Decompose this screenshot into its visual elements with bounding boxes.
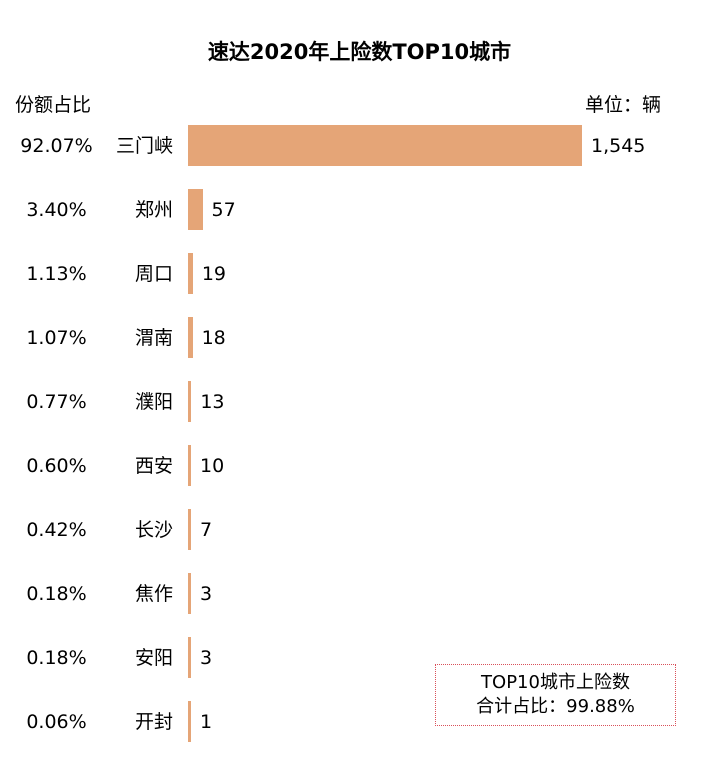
summary-note-line1: TOP10城市上险数 — [481, 672, 630, 693]
share-label: 1.07% — [26, 326, 87, 349]
value-label: 3 — [200, 582, 213, 605]
share-label: 0.18% — [26, 646, 87, 669]
value-label: 57 — [211, 198, 236, 221]
bar — [188, 637, 191, 678]
share-label: 0.06% — [26, 710, 87, 733]
value-label: 19 — [201, 262, 227, 285]
unit-label: 单位：辆 — [584, 94, 661, 116]
bar — [188, 381, 192, 422]
bar — [188, 253, 193, 294]
value-label: 10 — [200, 454, 225, 477]
bar — [188, 189, 203, 230]
value-label: 7 — [200, 518, 213, 541]
category-label: 安阳 — [134, 646, 173, 669]
category-label: 开封 — [134, 710, 173, 733]
bar — [188, 445, 191, 486]
bar — [188, 509, 191, 550]
share-header: 份额占比 — [15, 94, 92, 116]
value-label: 13 — [200, 390, 225, 413]
category-label: 郑州 — [134, 198, 173, 221]
category-label: 焦作 — [134, 582, 173, 605]
bar — [188, 573, 191, 614]
value-label: 18 — [201, 326, 226, 349]
bar — [188, 317, 193, 358]
category-label: 渭南 — [134, 326, 173, 349]
share-label: 0.18% — [26, 582, 87, 605]
summary-note: TOP10城市上险数 合计占比：99.88% — [435, 664, 676, 726]
share-label: 0.42% — [26, 518, 87, 541]
share-label: 3.40% — [26, 198, 87, 221]
share-label: 1.13% — [26, 262, 87, 285]
bar — [188, 125, 582, 166]
value-label: 3 — [200, 646, 213, 669]
category-label: 西安 — [134, 454, 173, 477]
category-label: 濮阳 — [134, 390, 173, 413]
category-label: 周口 — [134, 262, 173, 285]
chart-title: 速达2020年上险数TOP10城市 — [207, 40, 512, 64]
category-label: 三门峡 — [115, 134, 173, 157]
share-label: 0.60% — [26, 454, 87, 477]
share-label: 92.07% — [20, 134, 93, 157]
bar — [188, 701, 191, 742]
value-label: 1 — [200, 710, 213, 733]
category-label: 长沙 — [134, 518, 173, 541]
summary-note-line2: 合计占比：99.88% — [476, 696, 635, 717]
value-label: 1,545 — [591, 134, 646, 157]
share-label: 0.77% — [26, 390, 87, 413]
